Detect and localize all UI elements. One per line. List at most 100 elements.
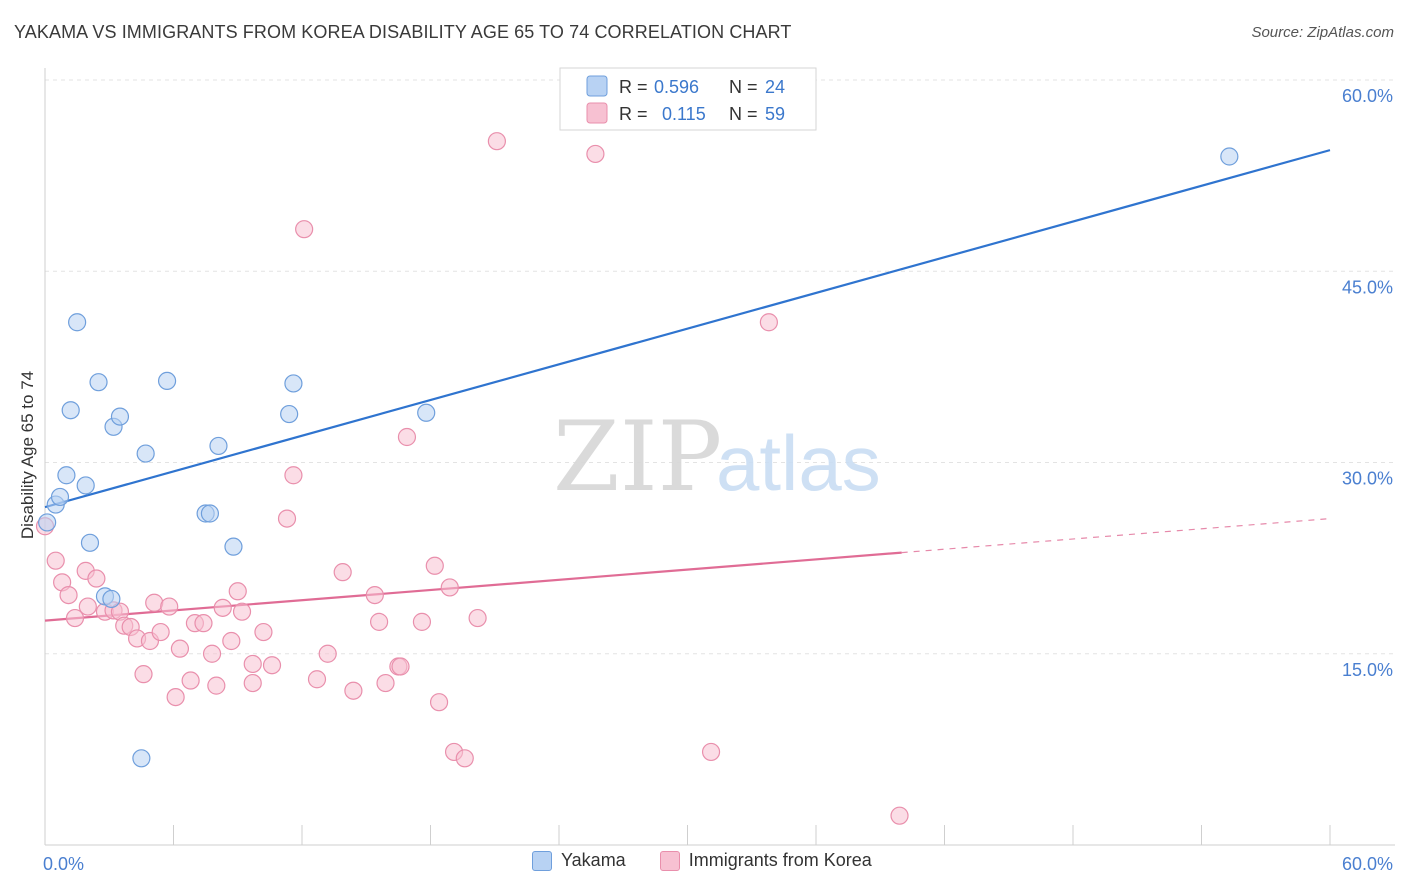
korea-point bbox=[170, 639, 190, 658]
legend-item-korea[interactable]: Immigrants from Korea bbox=[659, 850, 872, 871]
stats-legend-r-label: R = bbox=[619, 104, 648, 124]
korea-point bbox=[243, 673, 262, 693]
yakama-point bbox=[157, 371, 177, 390]
yakama-point bbox=[200, 504, 220, 523]
korea-point bbox=[307, 670, 327, 689]
korea-point bbox=[365, 585, 384, 605]
y-tick-label: 60.0% bbox=[1342, 86, 1393, 106]
legend-label-yakama: Yakama bbox=[561, 850, 626, 870]
stats-legend-swatch-korea bbox=[586, 102, 608, 124]
korea-point bbox=[487, 132, 506, 151]
stats-legend-r-label: R = bbox=[619, 77, 648, 97]
korea-trend-line bbox=[44, 551, 902, 622]
axes bbox=[44, 68, 1395, 846]
stats-legend-n-label: N = bbox=[729, 77, 758, 97]
x-tick-label: 0.0% bbox=[43, 854, 84, 874]
korea-point bbox=[468, 608, 487, 628]
stats-legend-r-value: 0.596 bbox=[654, 77, 699, 97]
yakama-point bbox=[224, 537, 243, 556]
korea-point bbox=[586, 144, 605, 164]
legend-item-yakama[interactable]: Yakama bbox=[532, 850, 626, 871]
yakama-point bbox=[132, 749, 151, 768]
korea-point bbox=[243, 654, 262, 674]
korea-point bbox=[222, 631, 241, 651]
korea-point bbox=[455, 749, 474, 768]
yakama-point bbox=[57, 466, 76, 485]
korea-point bbox=[429, 693, 449, 712]
legend-swatch-yakama bbox=[532, 850, 552, 871]
watermark: ZIP atlas bbox=[553, 401, 881, 513]
yakama-point bbox=[417, 403, 436, 422]
korea-point bbox=[194, 614, 213, 633]
korea-point bbox=[207, 676, 226, 695]
korea-point bbox=[213, 598, 232, 617]
yakama-point bbox=[76, 476, 95, 495]
yakama-point bbox=[280, 404, 299, 424]
korea-point bbox=[262, 656, 282, 675]
yakama-point bbox=[50, 487, 70, 507]
korea-point bbox=[202, 644, 222, 663]
legend-swatch-korea bbox=[659, 850, 680, 871]
korea-point bbox=[160, 597, 179, 616]
korea-point bbox=[295, 220, 314, 239]
yakama-point bbox=[38, 513, 57, 532]
trend-lines bbox=[44, 149, 1331, 622]
series-legend: Yakama Immigrants from Korea bbox=[532, 850, 906, 871]
yakama-point bbox=[102, 589, 121, 609]
korea-trend-line-dashed bbox=[901, 518, 1331, 554]
korea-point bbox=[254, 622, 273, 642]
watermark-atlas: atlas bbox=[716, 419, 881, 507]
korea-point bbox=[890, 806, 909, 825]
y-tick-label: 30.0% bbox=[1342, 469, 1393, 489]
stats-legend-r-value: 0.115 bbox=[662, 104, 706, 124]
yakama-point bbox=[110, 407, 130, 426]
korea-point bbox=[284, 466, 303, 485]
korea-point bbox=[701, 742, 721, 762]
stats-legend-n-value: 24 bbox=[765, 77, 785, 97]
korea-point bbox=[425, 556, 444, 575]
x-tick-labels: 0.0% 60.0% bbox=[43, 854, 1393, 874]
korea-point bbox=[759, 313, 778, 332]
source-credit: Source: ZipAtlas.com bbox=[1251, 24, 1394, 41]
korea-point bbox=[277, 509, 297, 528]
yakama-point bbox=[89, 373, 108, 392]
yakama-point bbox=[68, 313, 87, 332]
y-tick-label: 45.0% bbox=[1342, 277, 1393, 297]
chart-title: YAKAMA VS IMMIGRANTS FROM KOREA DISABILI… bbox=[14, 22, 792, 42]
korea-point bbox=[397, 427, 417, 447]
x-tick-label: 60.0% bbox=[1342, 854, 1393, 874]
korea-point bbox=[181, 671, 200, 690]
korea-point bbox=[228, 582, 247, 601]
series-yakama-points bbox=[38, 147, 1239, 768]
korea-point bbox=[134, 665, 153, 684]
yakama-point bbox=[209, 436, 228, 456]
stats-legend-swatch-yakama bbox=[586, 75, 608, 97]
watermark-zip: ZIP bbox=[553, 401, 722, 513]
stats-legend: R = 0.596 N = 24 R = 0.115 N = 59 bbox=[559, 67, 817, 131]
y-tick-labels: 15.0% 30.0% 45.0% 60.0% bbox=[1342, 86, 1393, 680]
stats-legend-n-value: 59 bbox=[765, 104, 785, 124]
korea-point bbox=[59, 585, 78, 605]
korea-point bbox=[46, 551, 65, 570]
yakama-point bbox=[61, 401, 80, 420]
legend-label-korea: Immigrants from Korea bbox=[688, 850, 872, 870]
korea-point bbox=[145, 593, 164, 612]
korea-point bbox=[344, 681, 363, 700]
yakama-point bbox=[284, 374, 303, 393]
korea-point bbox=[65, 608, 85, 628]
korea-point bbox=[370, 612, 389, 631]
korea-point bbox=[391, 657, 410, 676]
korea-point bbox=[232, 602, 252, 621]
korea-point bbox=[440, 578, 459, 597]
stats-legend-n-label: N = bbox=[729, 104, 758, 124]
korea-point bbox=[333, 563, 352, 582]
korea-point bbox=[151, 622, 170, 642]
korea-point bbox=[78, 597, 97, 616]
korea-point bbox=[87, 569, 106, 588]
korea-point bbox=[318, 644, 337, 663]
korea-point bbox=[376, 673, 395, 693]
series-korea-points bbox=[35, 132, 909, 825]
yakama-point bbox=[1220, 147, 1239, 166]
y-tick-label: 15.0% bbox=[1342, 660, 1393, 680]
